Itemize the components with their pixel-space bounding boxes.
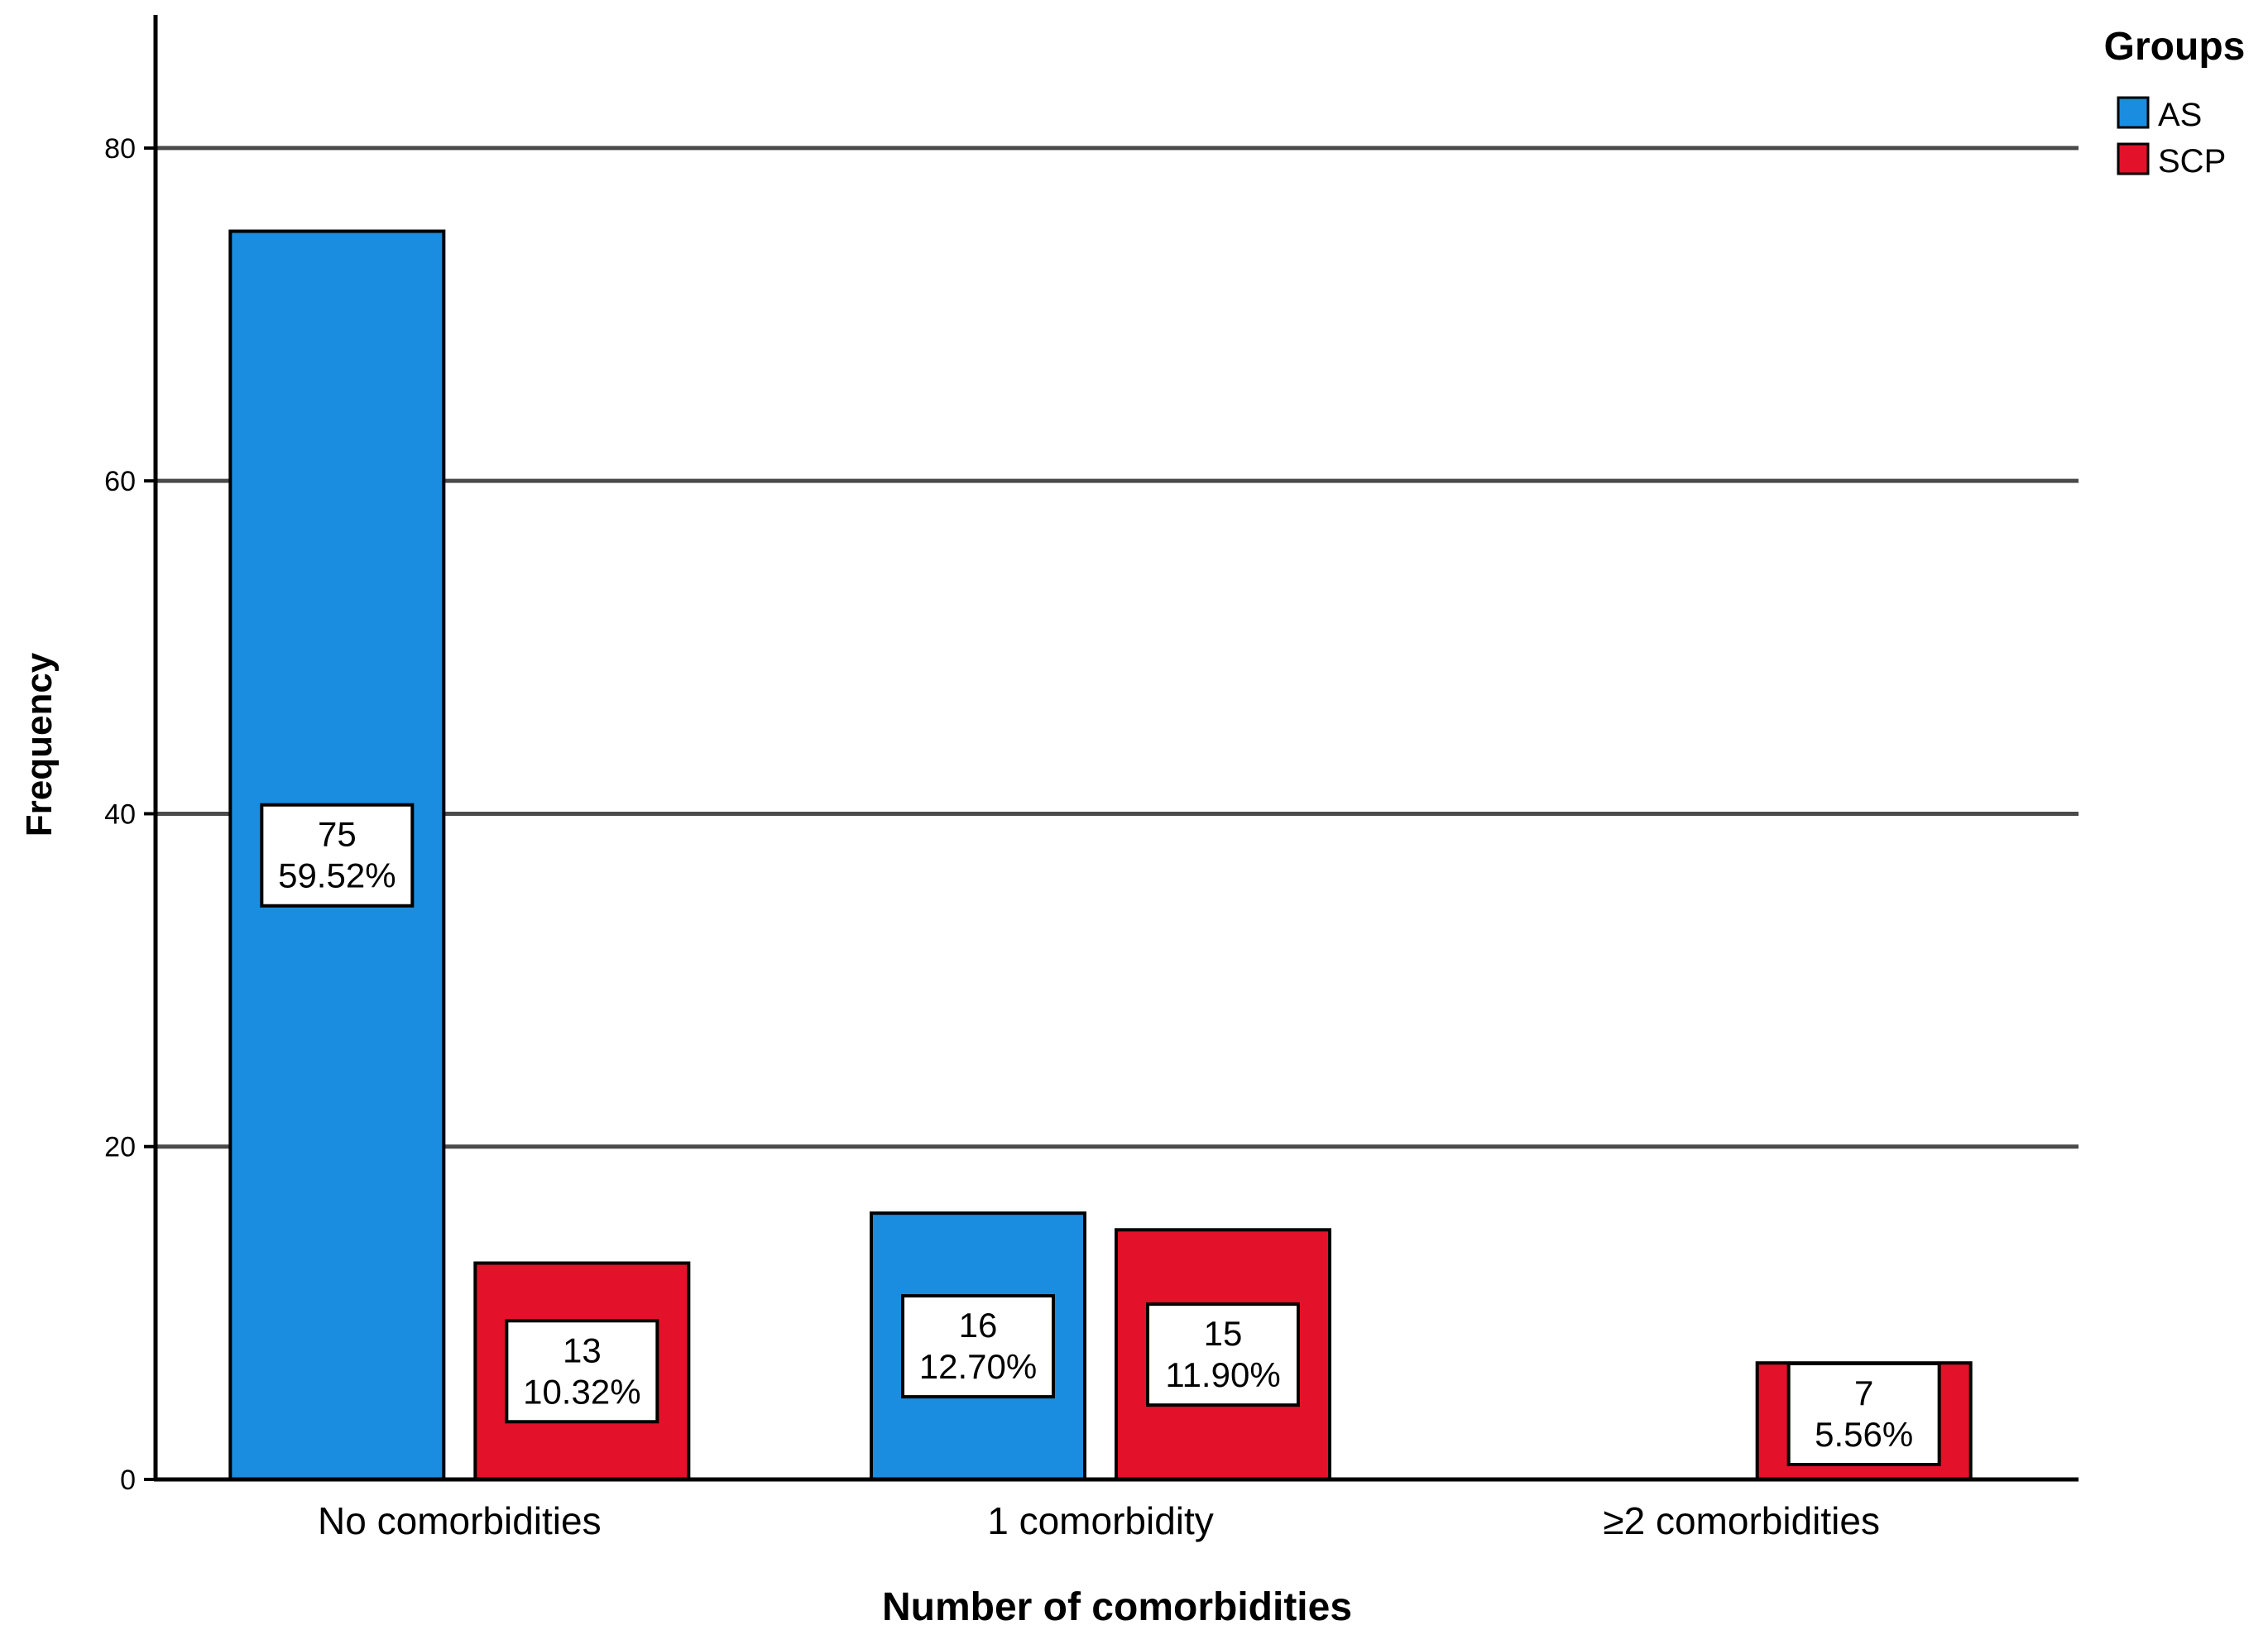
y-tick-label: 60 xyxy=(104,466,136,497)
data-label-count: 16 xyxy=(959,1306,998,1345)
data-label-count: 75 xyxy=(318,815,357,854)
gridlines xyxy=(156,146,2079,1149)
x-tick-label: ≥2 comorbidities xyxy=(1603,1499,1880,1542)
data-label-count: 13 xyxy=(563,1331,602,1369)
x-tick-labels: No comorbidities 1 comorbidity ≥2 comorbid… xyxy=(318,1499,1880,1542)
x-tick-label: No comorbidities xyxy=(318,1499,602,1542)
legend-title: Groups xyxy=(2104,25,2246,69)
legend-label-scp: SCP xyxy=(2158,143,2226,180)
y-tick-labels: 0 20 40 60 80 xyxy=(104,133,156,1496)
legend-swatch-scp xyxy=(2117,142,2150,175)
bars xyxy=(228,229,1973,1482)
y-tick-label: 20 xyxy=(104,1132,136,1163)
y-tick-label: 40 xyxy=(104,798,136,830)
legend: Groups AS SCP xyxy=(2104,25,2246,180)
x-axis-title: Number of comorbidities xyxy=(882,1585,1352,1629)
data-label-count: 7 xyxy=(1854,1374,1873,1412)
y-axis-title: Frequency xyxy=(19,652,60,837)
data-label-box xyxy=(1146,1302,1300,1407)
data-label-percent: 11.90% xyxy=(1165,1355,1280,1394)
data-label-box xyxy=(505,1319,659,1424)
data-label-count: 15 xyxy=(1204,1314,1243,1353)
y-tick-label: 0 xyxy=(120,1465,136,1496)
data-label-box xyxy=(901,1294,1055,1399)
data-label-percent: 10.32% xyxy=(523,1372,640,1411)
data-label-percent: 59.52% xyxy=(278,856,396,895)
data-label-box xyxy=(1786,1362,1941,1466)
data-label-box xyxy=(260,803,415,908)
legend-swatch-as xyxy=(2117,96,2150,129)
axes xyxy=(153,15,2079,1482)
legend-label-as: AS xyxy=(2158,97,2202,133)
y-tick-label: 80 xyxy=(104,133,136,165)
data-label-percent: 5.56% xyxy=(1815,1415,1913,1454)
x-tick-label: 1 comorbidity xyxy=(987,1499,1214,1542)
data-label-percent: 12.70% xyxy=(919,1347,1037,1386)
